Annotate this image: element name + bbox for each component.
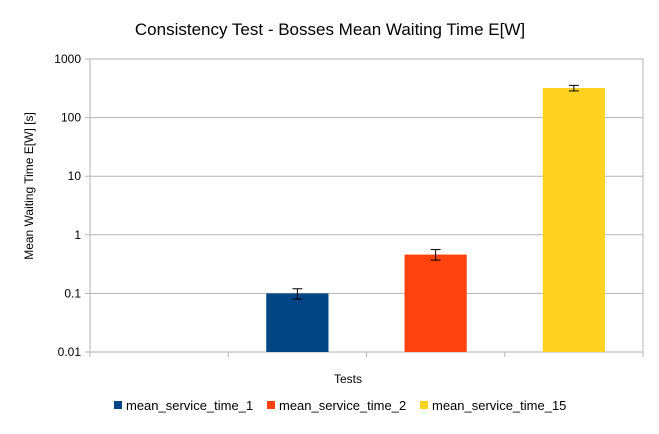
y-tick-label: 10 [68, 169, 82, 183]
chart-title: Consistency Test - Bosses Mean Waiting T… [135, 20, 525, 39]
y-tick-label: 100 [61, 111, 81, 125]
legend-swatch-mean_service_time_1 [114, 401, 122, 409]
legend-entry: mean_service_time_2 [279, 398, 406, 413]
y-axis-label: Mean Waiting Time E[W] [s] [22, 112, 36, 260]
legend-entry: mean_service_time_1 [126, 398, 253, 413]
plot-area: 0.01 0.1 1 10 100 1000 [54, 52, 644, 359]
legend-swatch-mean_service_time_15 [420, 401, 428, 409]
bar-mean_service_time_1 [266, 293, 329, 352]
legend: mean_service_time_1 mean_service_time_2 me… [114, 398, 566, 413]
bar-mean_service_time_2 [404, 254, 467, 352]
bar-mean_service_time_15 [542, 87, 605, 352]
legend-entry: mean_service_time_15 [432, 398, 566, 413]
y-tick-label: 1000 [54, 52, 81, 66]
y-tick-label: 1 [74, 228, 81, 242]
y-tick-label: 0.1 [64, 286, 81, 300]
legend-swatch-mean_service_time_2 [267, 401, 275, 409]
x-axis-label: Tests [334, 372, 362, 386]
y-tick-label: 0.01 [58, 345, 82, 359]
